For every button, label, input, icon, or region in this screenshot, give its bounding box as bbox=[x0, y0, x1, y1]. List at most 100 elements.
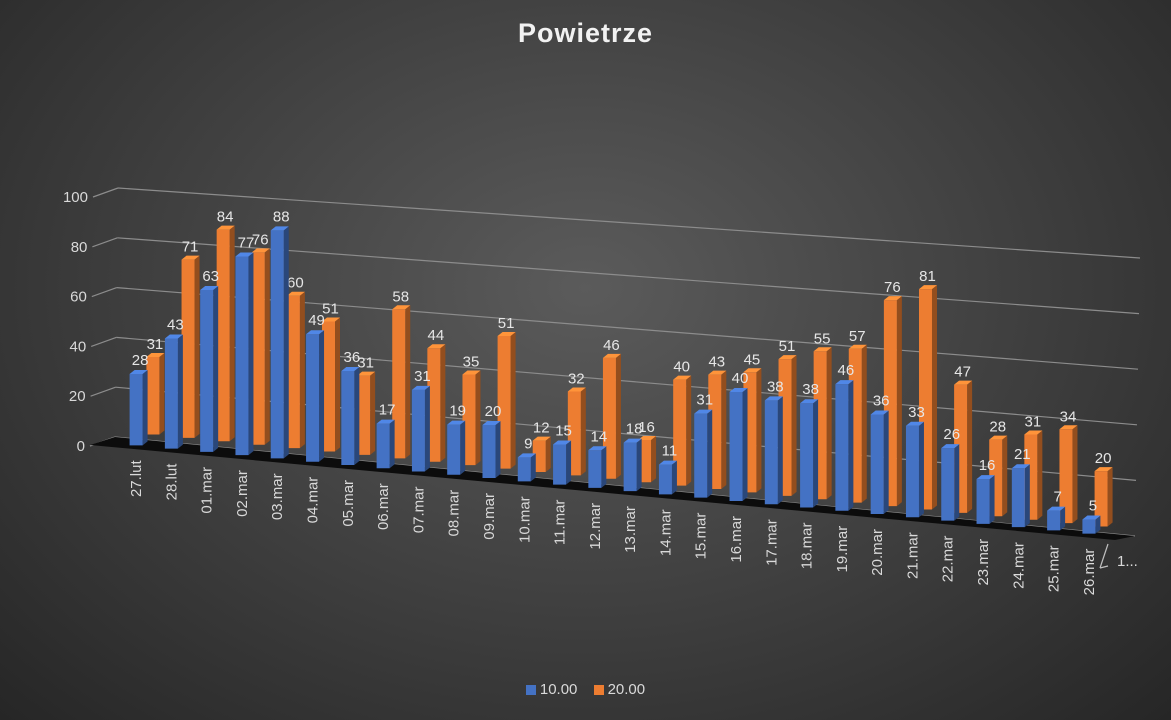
gridline-60 bbox=[116, 287, 1139, 370]
data-label-series-1-7: 17 bbox=[379, 402, 396, 419]
gridline-80 bbox=[117, 237, 1140, 315]
data-label-series-2-23: 47 bbox=[954, 364, 971, 381]
data-label-series-2-2: 84 bbox=[217, 209, 234, 226]
legend: 10.00 20.00 bbox=[0, 680, 1171, 698]
data-label-series-1-6: 36 bbox=[343, 349, 360, 366]
bar-series-1-22 bbox=[905, 421, 924, 518]
bar-series-2-5 bbox=[322, 317, 341, 452]
data-label-series-1-12: 15 bbox=[555, 423, 572, 440]
x-tick-label-25: 24.mar bbox=[1010, 542, 1027, 589]
data-label-series-1-22: 33 bbox=[908, 404, 925, 421]
data-label-series-2-11: 12 bbox=[533, 420, 550, 437]
bar-series-1-15 bbox=[658, 460, 677, 495]
x-tick-label-7: 06.mar bbox=[375, 483, 392, 530]
x-tick-label-2: 01.mar bbox=[199, 467, 216, 514]
legend-swatch-series-2 bbox=[593, 684, 604, 695]
x-tick-label-13: 12.mar bbox=[587, 503, 604, 550]
y-tick-label-0: 0 bbox=[77, 438, 85, 455]
data-label-series-1-21: 36 bbox=[873, 393, 890, 410]
x-tick-label-21: 20.mar bbox=[869, 529, 886, 576]
side-gridline-20 bbox=[90, 386, 116, 397]
data-label-series-2-1: 71 bbox=[182, 239, 199, 256]
bar-series-1-4 bbox=[270, 226, 289, 459]
bar-series-1-21 bbox=[870, 410, 889, 515]
y-tick-label-100: 100 bbox=[63, 189, 88, 206]
data-label-series-1-13: 14 bbox=[591, 428, 608, 445]
bar-series-2-11 bbox=[532, 436, 551, 472]
data-label-series-1-8: 31 bbox=[414, 368, 431, 385]
data-label-series-1-24: 16 bbox=[979, 457, 996, 474]
y-tick-label-40: 40 bbox=[70, 338, 87, 355]
x-tick-label-9: 08.mar bbox=[446, 490, 463, 537]
data-label-series-1-19: 38 bbox=[802, 381, 819, 398]
x-tick-label-15: 14.mar bbox=[657, 509, 674, 556]
x-tick-label-1: 28.lut bbox=[163, 463, 180, 501]
side-gridline-80 bbox=[92, 237, 118, 248]
data-label-series-1-2: 63 bbox=[202, 268, 219, 285]
y-tick-label-80: 80 bbox=[71, 239, 88, 256]
x-tick-label-5: 04.mar bbox=[305, 477, 322, 524]
side-gridline-40 bbox=[90, 336, 117, 347]
x-tick-label-4: 03.mar bbox=[269, 473, 286, 520]
data-label-series-1-16: 31 bbox=[696, 392, 713, 409]
data-label-series-1-15: 11 bbox=[662, 443, 678, 460]
bar-series-1-7 bbox=[376, 419, 395, 469]
legend-item-series-2: 20.00 bbox=[593, 681, 645, 698]
x-tick-label-16: 15.mar bbox=[693, 513, 710, 560]
bar-series-1-27 bbox=[1082, 515, 1101, 534]
data-label-series-1-20: 46 bbox=[838, 362, 855, 379]
bar-series-2-7 bbox=[392, 305, 411, 459]
data-label-series-2-12: 32 bbox=[568, 371, 585, 388]
bar-series-2-3 bbox=[251, 248, 270, 445]
bar-series-1-3 bbox=[235, 252, 254, 456]
bar-series-1-5 bbox=[306, 330, 325, 462]
bar-series-1-17 bbox=[729, 388, 748, 501]
data-label-series-1-11: 9 bbox=[524, 435, 532, 452]
bar-series-1-0 bbox=[129, 369, 148, 446]
x-tick-label-19: 18.mar bbox=[799, 522, 816, 569]
data-label-series-2-16: 43 bbox=[708, 354, 725, 371]
side-gridline-100 bbox=[92, 187, 119, 198]
legend-label-series-1: 10.00 bbox=[539, 680, 578, 698]
data-label-series-2-7: 58 bbox=[392, 288, 409, 305]
data-label-series-1-1: 43 bbox=[167, 317, 184, 334]
x-tick-label-22: 21.mar bbox=[904, 532, 921, 579]
bar-series-1-9 bbox=[447, 420, 466, 475]
data-label-series-2-14: 16 bbox=[638, 419, 655, 436]
data-label-series-2-27: 20 bbox=[1095, 450, 1112, 467]
data-label-series-2-26: 34 bbox=[1060, 408, 1077, 425]
data-label-series-1-0: 28 bbox=[132, 352, 149, 369]
data-label-series-2-20: 57 bbox=[849, 328, 866, 345]
bar-series-2-12 bbox=[567, 387, 586, 476]
x-tick-label-18: 17.mar bbox=[763, 519, 780, 566]
bar-series-1-18 bbox=[764, 396, 783, 505]
x-tick-label-0: 27.lut bbox=[128, 460, 145, 498]
bar-series-1-16 bbox=[694, 409, 713, 498]
depth-axis-tick bbox=[1099, 565, 1109, 569]
bar-series-1-14 bbox=[623, 438, 642, 492]
data-label-series-2-4: 60 bbox=[287, 275, 304, 292]
data-label-series-2-22: 81 bbox=[919, 268, 936, 285]
bar-series-1-25 bbox=[1011, 464, 1030, 528]
bar-series-1-20 bbox=[835, 380, 854, 511]
bar-series-1-26 bbox=[1047, 506, 1066, 531]
data-label-series-2-13: 46 bbox=[603, 337, 620, 354]
gridline-100 bbox=[117, 187, 1141, 259]
bar-series-1-19 bbox=[800, 399, 819, 508]
depth-axis-label: 1... bbox=[1117, 553, 1138, 570]
data-label-series-2-24: 28 bbox=[989, 419, 1006, 436]
data-label-series-1-23: 26 bbox=[943, 426, 960, 443]
bar-series-1-23 bbox=[941, 444, 960, 521]
data-label-series-2-8: 44 bbox=[428, 327, 445, 344]
bar-series-2-8 bbox=[427, 344, 446, 462]
data-label-series-2-18: 51 bbox=[779, 338, 796, 355]
y-tick-label-20: 20 bbox=[69, 388, 86, 405]
data-label-series-1-27: 5 bbox=[1089, 498, 1097, 515]
side-gridline-60 bbox=[91, 287, 118, 298]
x-tick-label-3: 02.mar bbox=[234, 470, 251, 517]
data-label-series-1-9: 19 bbox=[449, 403, 466, 420]
data-label-series-2-17: 45 bbox=[744, 351, 761, 368]
data-label-series-2-15: 40 bbox=[673, 359, 690, 376]
